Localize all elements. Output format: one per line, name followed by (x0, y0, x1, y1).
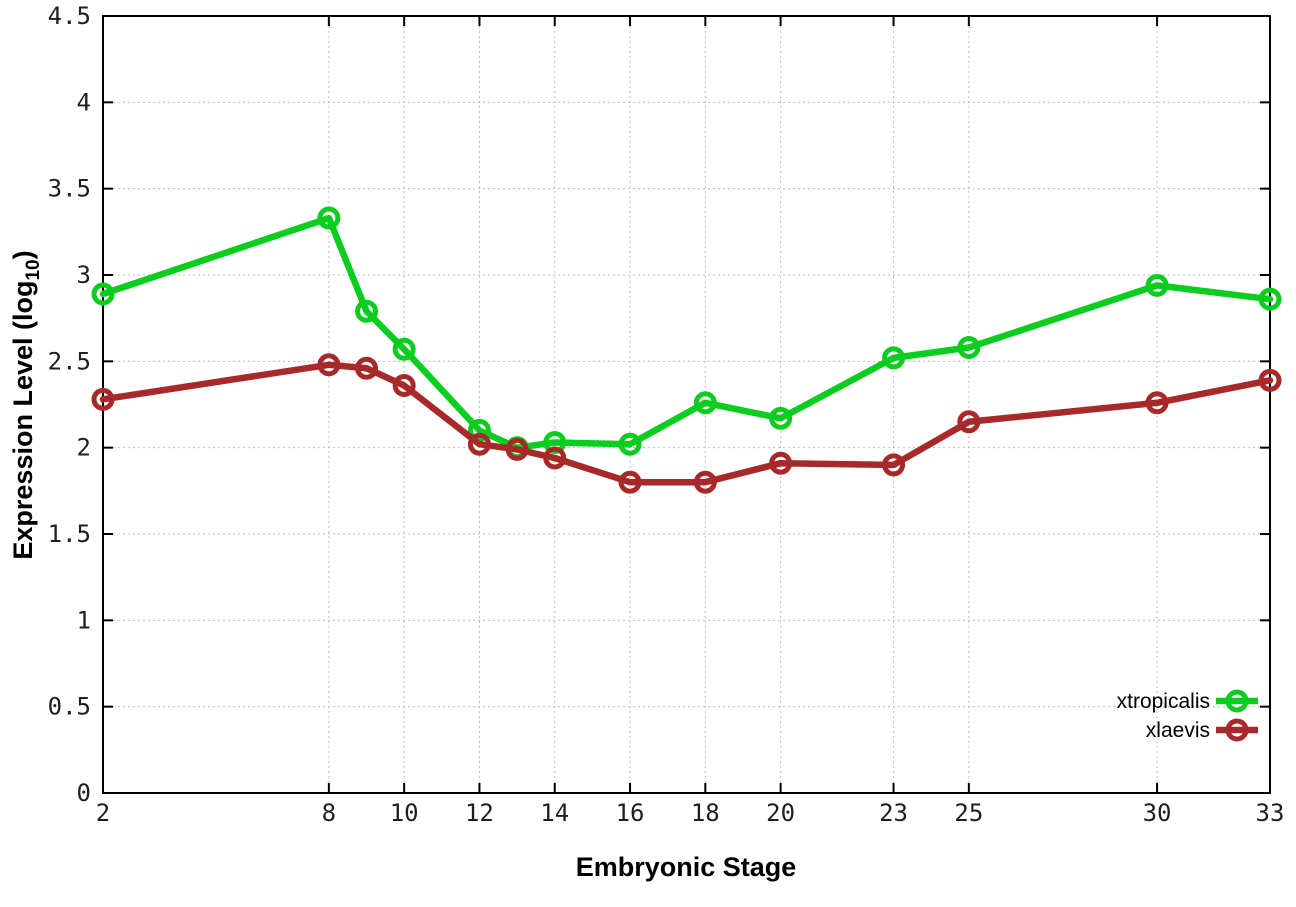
x-tick-label-33: 33 (1256, 799, 1285, 827)
x-tick-label-12: 12 (465, 799, 494, 827)
data-point-xtropicalis-stage-10 (392, 337, 416, 361)
x-tick-label-20: 20 (766, 799, 795, 827)
data-point-xlaevis-stage-8 (317, 353, 341, 377)
x-tick-label-8: 8 (322, 799, 336, 827)
data-point-xlaevis-stage-25 (957, 410, 981, 434)
data-point-xtropicalis-stage-12 (467, 418, 491, 442)
series-xtropicalis (91, 206, 1282, 460)
x-tick-label-25: 25 (954, 799, 983, 827)
series-xlaevis (91, 353, 1282, 494)
data-point-xlaevis-stage-30 (1145, 391, 1169, 415)
y-tick-label-1: 1 (77, 606, 91, 634)
data-point-xtropicalis-stage-16 (618, 432, 642, 456)
data-point-xtropicalis-stage-23 (882, 346, 906, 370)
data-point-xtropicalis-stage-20 (769, 406, 793, 430)
data-point-xlaevis-stage-20 (769, 451, 793, 475)
x-tick-label-2: 2 (96, 799, 110, 827)
data-series-layer (91, 206, 1282, 494)
y-tick-label-4: 4 (77, 88, 91, 116)
x-tick-label-16: 16 (616, 799, 645, 827)
legend: xtropicalis xlaevis (1117, 689, 1258, 742)
x-tick-label-10: 10 (390, 799, 419, 827)
y-axis-title-subscript: 10 (23, 259, 44, 280)
series-line-xlaevis (99, 361, 1274, 486)
y-tick-label-0.5: 0.5 (48, 693, 91, 721)
data-point-xlaevis-stage-33 (1258, 368, 1282, 392)
grid-lines (103, 16, 1270, 793)
legend-label-xlaevis: xlaevis (1146, 719, 1210, 742)
y-tick-label-2.5: 2.5 (48, 347, 91, 375)
y-tick-label-1.5: 1.5 (48, 520, 91, 548)
data-point-xtropicalis-stage-2 (91, 282, 115, 306)
data-point-xtropicalis-stage-25 (957, 336, 981, 360)
data-point-xlaevis-stage-16 (618, 470, 642, 494)
x-axis-title: Embryonic Stage (576, 852, 797, 882)
data-point-xtropicalis-stage-9 (355, 299, 379, 323)
legend-sample-marker-xlaevis (1225, 718, 1249, 742)
data-point-xtropicalis-stage-33 (1258, 287, 1282, 311)
series-line-xtropicalis (99, 214, 1274, 451)
y-tick-label-3.5: 3.5 (48, 175, 91, 203)
x-tick-labels: 2 8 10 12 14 16 18 20 23 25 30 33 (96, 799, 1285, 827)
y-tick-label-4.5: 4.5 (48, 2, 91, 30)
y-tick-label-3: 3 (77, 261, 91, 289)
data-point-xlaevis-stage-10 (392, 374, 416, 398)
data-point-xlaevis-stage-2 (91, 387, 115, 411)
data-point-xlaevis-stage-23 (882, 453, 906, 477)
data-point-xlaevis-stage-14 (543, 446, 567, 470)
y-tick-label-2: 2 (77, 434, 91, 462)
x-tick-label-18: 18 (691, 799, 720, 827)
y-axis-title: Expression Level (log10) (8, 250, 44, 559)
data-point-xlaevis-stage-12 (467, 432, 491, 456)
legend-marker-samples (1216, 689, 1258, 742)
axis-tick-marks (102, 15, 1271, 794)
data-point-xtropicalis-stage-18 (693, 391, 717, 415)
y-axis-title-close: ) (8, 250, 38, 259)
y-tick-label-0: 0 (77, 779, 91, 807)
data-point-xlaevis-stage-9 (355, 356, 379, 380)
data-point-xtropicalis-stage-8 (317, 206, 341, 230)
x-tick-label-30: 30 (1143, 799, 1172, 827)
data-point-xlaevis-stage-18 (693, 470, 717, 494)
x-tick-label-14: 14 (540, 799, 569, 827)
data-point-xlaevis-stage-13 (505, 437, 529, 461)
data-point-xtropicalis-stage-30 (1145, 273, 1169, 297)
legend-label-xtropicalis: xtropicalis (1117, 690, 1210, 713)
legend-sample-marker-xtropicalis (1225, 689, 1249, 713)
plot-border (102, 15, 1271, 794)
y-axis-title-main: Expression Level (log (8, 281, 38, 560)
x-tick-label-23: 23 (879, 799, 908, 827)
y-tick-labels: 0 0.5 1 1.5 2 2.5 3 3.5 4 4.5 (48, 2, 91, 807)
